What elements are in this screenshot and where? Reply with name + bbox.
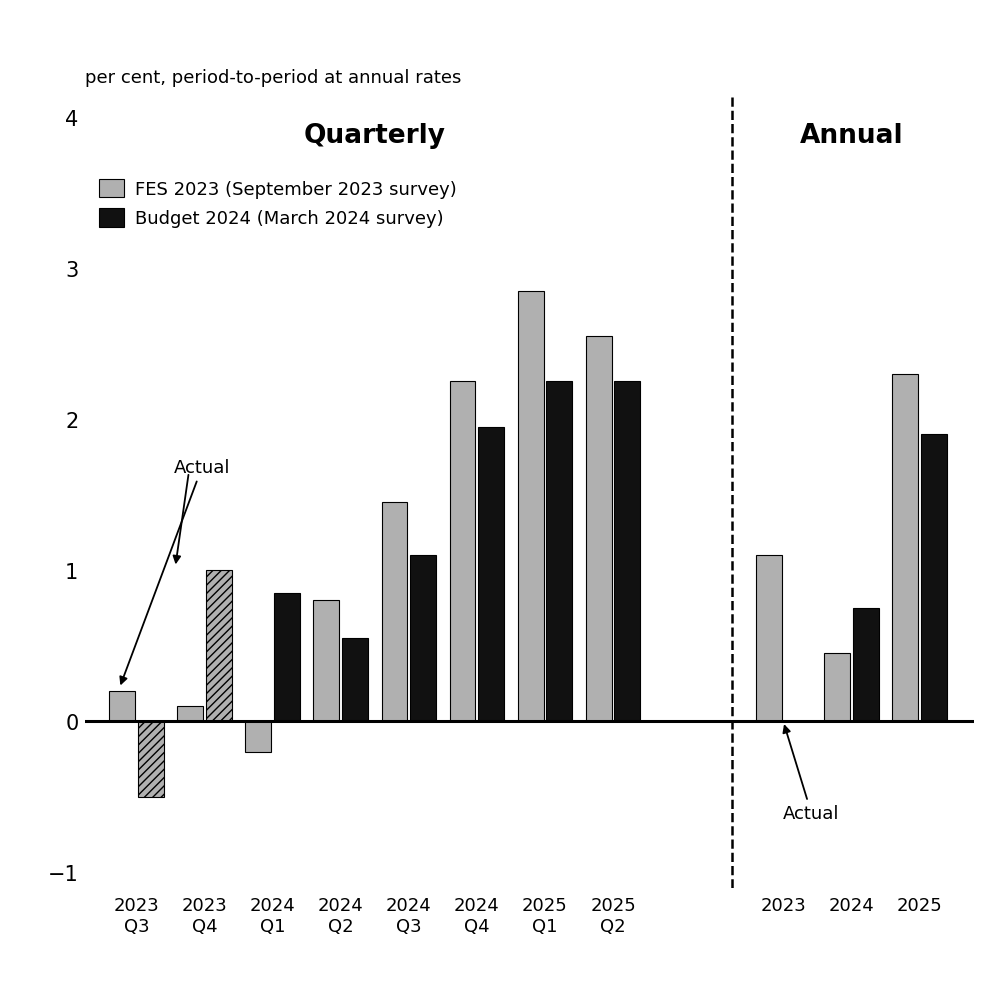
Bar: [852, 609, 878, 721]
Text: Actual: Actual: [782, 726, 839, 822]
Bar: [206, 571, 232, 721]
Bar: [245, 721, 271, 752]
Text: Annual: Annual: [798, 122, 903, 148]
Bar: [342, 639, 367, 721]
Bar: [585, 337, 611, 721]
Bar: [920, 435, 946, 721]
Bar: [178, 706, 203, 721]
Bar: [381, 503, 407, 721]
Bar: [518, 292, 543, 721]
Text: per cent, period-to-period at annual rates: per cent, period-to-period at annual rat…: [85, 69, 461, 87]
Bar: [614, 382, 640, 721]
Bar: [274, 594, 300, 721]
Bar: [449, 382, 475, 721]
Bar: [823, 654, 850, 721]
Bar: [109, 691, 135, 721]
Bar: [313, 601, 339, 721]
Bar: [137, 721, 163, 797]
Legend: FES 2023 (September 2023 survey), Budget 2024 (March 2024 survey): FES 2023 (September 2023 survey), Budget…: [98, 180, 456, 228]
Bar: [892, 374, 917, 721]
Bar: [546, 382, 572, 721]
Bar: [409, 556, 435, 721]
Bar: [477, 427, 504, 721]
Text: Actual: Actual: [120, 458, 230, 684]
Bar: [755, 556, 781, 721]
Text: Quarterly: Quarterly: [304, 122, 445, 148]
